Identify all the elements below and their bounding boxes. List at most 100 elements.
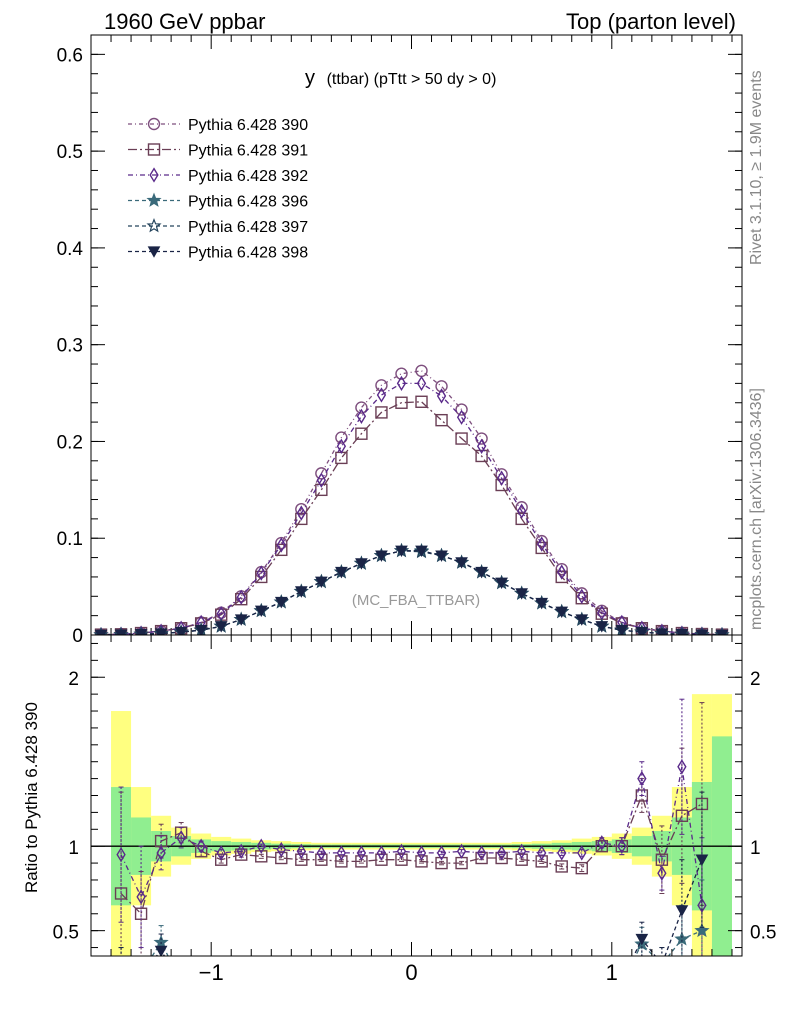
ratio-point — [356, 977, 367, 987]
ratio-point — [135, 967, 147, 978]
data-point — [415, 395, 428, 408]
data-point — [495, 478, 508, 492]
data-point — [495, 577, 508, 589]
ratio-point — [657, 865, 667, 881]
ratio-point — [236, 977, 247, 987]
main-ytick-label: 0 — [72, 626, 83, 647]
data-point — [537, 536, 547, 552]
ratio-point — [256, 977, 267, 987]
main-series-5 — [94, 545, 729, 635]
ratio-point — [275, 975, 287, 987]
ratio-point — [516, 977, 527, 987]
ratio-point — [496, 977, 507, 987]
legend-entry: Pythia 6.428 392 — [128, 167, 308, 185]
main-series — [93, 364, 730, 635]
ratio-ytick-label: 1 — [68, 838, 79, 859]
plot-title-sub: (ttbar) (pTtt > 50 dy > 0) — [327, 71, 497, 88]
ratio-point — [656, 960, 667, 970]
legend-entry: Pythia 6.428 397 — [128, 218, 308, 236]
data-point — [435, 380, 448, 393]
ratio-point — [456, 975, 468, 987]
legend-label: Pythia 6.428 391 — [188, 143, 308, 160]
data-point — [296, 505, 306, 521]
data-point — [557, 564, 567, 580]
ratio-point — [556, 977, 567, 987]
plot-title-main: y — [305, 67, 315, 89]
ratio-point — [315, 975, 327, 987]
ratio-plot: 0.5 0.5 1 1 2 2 −1 0 1 Ratio to Pythia 6.428 390 — [22, 634, 776, 987]
main-ytick-label: 0.2 — [57, 432, 83, 453]
data-point — [395, 545, 408, 558]
ratio-point — [476, 975, 488, 987]
ratio-point — [436, 975, 448, 987]
analysis-watermark: (MC_FBA_TTBAR) — [352, 592, 480, 609]
ratio-point — [557, 845, 567, 861]
ratio-point — [436, 845, 447, 861]
ratio-series-1 — [116, 698, 707, 956]
xtick-label: −1 — [199, 960, 224, 985]
ratio-point — [216, 845, 226, 861]
ratio-point — [396, 843, 407, 859]
ratio-point — [677, 759, 687, 775]
legend-entry: Pythia 6.428 398 — [128, 245, 308, 262]
data-point — [455, 557, 468, 569]
data-point — [236, 589, 246, 605]
legend-label: Pythia 6.428 398 — [188, 245, 308, 262]
ratio-point — [276, 977, 287, 987]
ratio-point — [335, 855, 348, 868]
main-ytick-label: 0.1 — [57, 529, 83, 550]
ratio-point — [637, 770, 647, 787]
mcplots-label: mcplots.cern.ch [arXiv:1306.3436] — [748, 388, 765, 630]
ratio-point — [115, 958, 127, 970]
data-point — [356, 408, 367, 424]
data-point — [395, 396, 408, 409]
data-point — [435, 550, 448, 562]
ratio-uncertainty-bands — [91, 694, 742, 956]
data-point — [555, 606, 569, 619]
ratio-point — [556, 975, 568, 987]
series-line — [100, 370, 723, 635]
ratio-ytick-label-right: 2 — [750, 669, 761, 690]
ratio-point — [576, 977, 587, 987]
ratio-point — [296, 843, 306, 859]
ratio-point — [674, 931, 690, 946]
ratio-point — [335, 975, 347, 987]
data-point — [375, 406, 388, 419]
ratio-point — [416, 977, 427, 987]
legend-label: Pythia 6.428 392 — [188, 168, 308, 185]
ratio-point — [256, 838, 266, 854]
ratio-ylabel: Ratio to Pythia 6.428 390 — [22, 702, 41, 893]
data-point — [256, 565, 266, 581]
ratio-point — [295, 853, 308, 866]
data-point — [436, 388, 447, 404]
ratio-point — [356, 845, 367, 861]
xtick-label: 1 — [606, 960, 618, 985]
ratio-point — [336, 977, 347, 987]
legend-label: Pythia 6.428 397 — [188, 219, 308, 236]
legend-entry: Pythia 6.428 391 — [128, 143, 308, 160]
ratio-point — [597, 835, 607, 851]
ratio-point — [694, 922, 710, 938]
data-point — [355, 427, 368, 440]
ratio-point — [675, 809, 689, 822]
ratio-point — [535, 855, 548, 868]
data-point — [575, 614, 589, 626]
ratio-point — [536, 977, 547, 987]
ratio-ytick-label-right: 0.5 — [750, 923, 776, 944]
data-point — [276, 537, 286, 553]
data-point — [715, 629, 729, 635]
ratio-point — [476, 845, 487, 861]
ratio-ytick-label: 2 — [68, 669, 79, 690]
ratio-point — [456, 843, 467, 859]
data-point — [315, 467, 328, 480]
ratio-point — [376, 845, 387, 861]
ratio-ytick-label-right: 1 — [750, 838, 761, 859]
ratio-point — [295, 975, 307, 987]
data-point — [615, 624, 629, 635]
rivet-label: Rivet 3.1.10, ≥ 1.9M events — [748, 70, 765, 265]
ratio-point — [355, 855, 368, 868]
ratio-point — [153, 934, 169, 949]
data-point — [475, 449, 488, 463]
ratio-point — [275, 851, 288, 865]
data-point — [416, 375, 427, 392]
